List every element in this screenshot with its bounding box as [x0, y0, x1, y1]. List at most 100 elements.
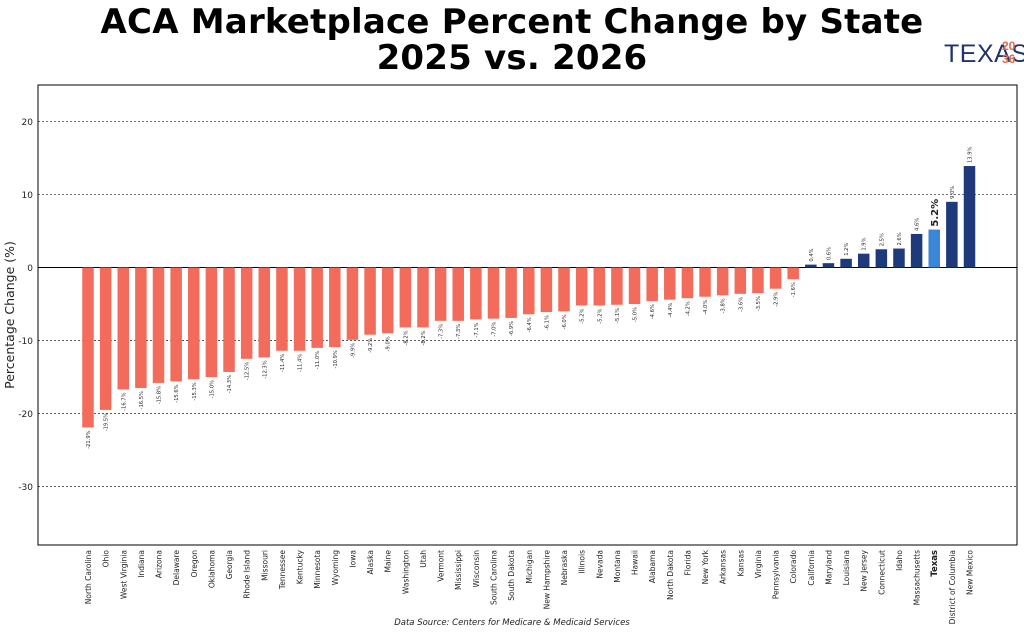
x-tick-label: Virginia [754, 550, 763, 578]
data-label: -7.3% [439, 324, 445, 339]
logo-year-bottom: 36 [1002, 52, 1016, 66]
bar [593, 267, 606, 306]
data-label: -2.9% [774, 292, 780, 307]
bar [293, 267, 306, 351]
bar [329, 267, 341, 348]
x-tick-label: Georgia [225, 550, 234, 579]
data-label: -15.3% [192, 382, 198, 400]
data-label: -3.8% [721, 298, 727, 313]
x-tick-label: Mississippi [454, 550, 463, 590]
bar [875, 249, 888, 268]
data-label: -8.2% [403, 330, 409, 345]
y-tick-labels: -30 -20 -10 0 10 20 [18, 118, 33, 493]
data-label: -4.2% [685, 301, 691, 316]
data-label: 4.6% [915, 218, 921, 231]
data-label: -5.2% [580, 308, 586, 323]
bar [346, 267, 359, 340]
bars [82, 166, 976, 428]
x-tick-label: Montana [613, 550, 622, 583]
x-tick-label: Vermont [437, 550, 446, 582]
data-label: -6.9% [509, 321, 515, 336]
x-tick-label: Washington [401, 550, 410, 594]
bar [452, 267, 464, 321]
bar [523, 267, 535, 315]
data-label: -6.4% [527, 317, 533, 332]
x-tick-labels: North Carolina Ohio West Virginia Indiana Ar… [84, 549, 975, 624]
data-label: -5.0% [633, 307, 639, 322]
y-tick-label: -10 [18, 337, 33, 347]
bar [699, 267, 711, 297]
bar [505, 267, 517, 318]
data-label: -3.5% [756, 296, 762, 311]
data-label: -4.0% [703, 300, 709, 315]
x-tick-label: New Mexico [966, 550, 975, 595]
data-label: -5.1% [615, 308, 621, 323]
y-tick-label: -30 [18, 483, 33, 493]
bar [716, 267, 729, 296]
data-label: -6.1% [544, 315, 550, 330]
x-tick-label: New Jersey [860, 549, 869, 591]
data-labels: -21.9% -19.5% -16.7% -16.5% -15.8% -15.6% -15.… [86, 146, 974, 448]
x-tick-label: Rhode Island [243, 550, 252, 599]
bar [893, 248, 905, 268]
bar [417, 267, 429, 328]
data-label: 0.4% [809, 248, 815, 261]
data-label: -8.2% [421, 330, 427, 345]
x-tick-label: Illinois [578, 550, 587, 574]
data-label: 2.5% [879, 233, 885, 246]
x-tick-label: Hawaii [631, 550, 640, 575]
bar [910, 233, 923, 268]
data-label: -7.0% [491, 322, 497, 337]
x-tick-label: Nebraska [560, 550, 569, 585]
data-label: -6.0% [562, 314, 568, 329]
bar [487, 267, 500, 319]
data-label: -9.2% [368, 338, 374, 353]
bar [857, 253, 870, 268]
x-tick-label: West Virginia [119, 550, 128, 599]
bar [399, 267, 412, 328]
bar [82, 267, 94, 428]
bar [840, 258, 852, 268]
data-label: -1.6% [791, 282, 797, 297]
x-tick-label: Wyoming [331, 550, 340, 585]
bar [963, 166, 976, 268]
data-label: -7.1% [474, 322, 480, 337]
x-tick-label: North Carolina [84, 550, 93, 604]
bar [805, 264, 817, 268]
x-tick-label: Ohio [102, 550, 111, 568]
bar [258, 267, 271, 358]
data-label: 0.6% [826, 247, 832, 260]
x-tick-label: District of Columbia [948, 550, 957, 624]
x-tick-label: North Dakota [666, 550, 675, 600]
data-label: -15.6% [174, 384, 180, 402]
bar [434, 267, 447, 321]
bar [822, 263, 835, 268]
data-label: 2.6% [897, 232, 903, 245]
y-tick-label: 10 [22, 191, 34, 201]
x-tick-label: Alaska [366, 550, 375, 575]
data-label: -16.5% [139, 391, 145, 409]
bar [769, 267, 782, 289]
bar [188, 267, 200, 380]
data-label: 9.0% [950, 186, 956, 199]
bar [117, 267, 130, 390]
x-tick-label: Indiana [137, 550, 146, 578]
bar [928, 229, 940, 268]
bar [223, 267, 235, 372]
chart-title: ACA Marketplace Percent Change by State … [0, 4, 1024, 76]
x-tick-label: Massachusetts [913, 550, 922, 606]
data-label: -21.9% [86, 430, 92, 448]
bar [364, 267, 376, 335]
bar [752, 267, 764, 294]
x-tick-label: Kentucky [296, 549, 305, 584]
x-tick-label: Maine [384, 550, 393, 573]
x-tick-label: Idaho [895, 550, 904, 571]
x-tick-label: South Carolina [489, 550, 498, 605]
bar [646, 267, 658, 302]
x-tick-label: Alabama [648, 550, 657, 583]
data-label: -7.3% [456, 324, 462, 339]
bar [381, 267, 394, 334]
bar [135, 267, 147, 389]
bar [681, 267, 694, 299]
